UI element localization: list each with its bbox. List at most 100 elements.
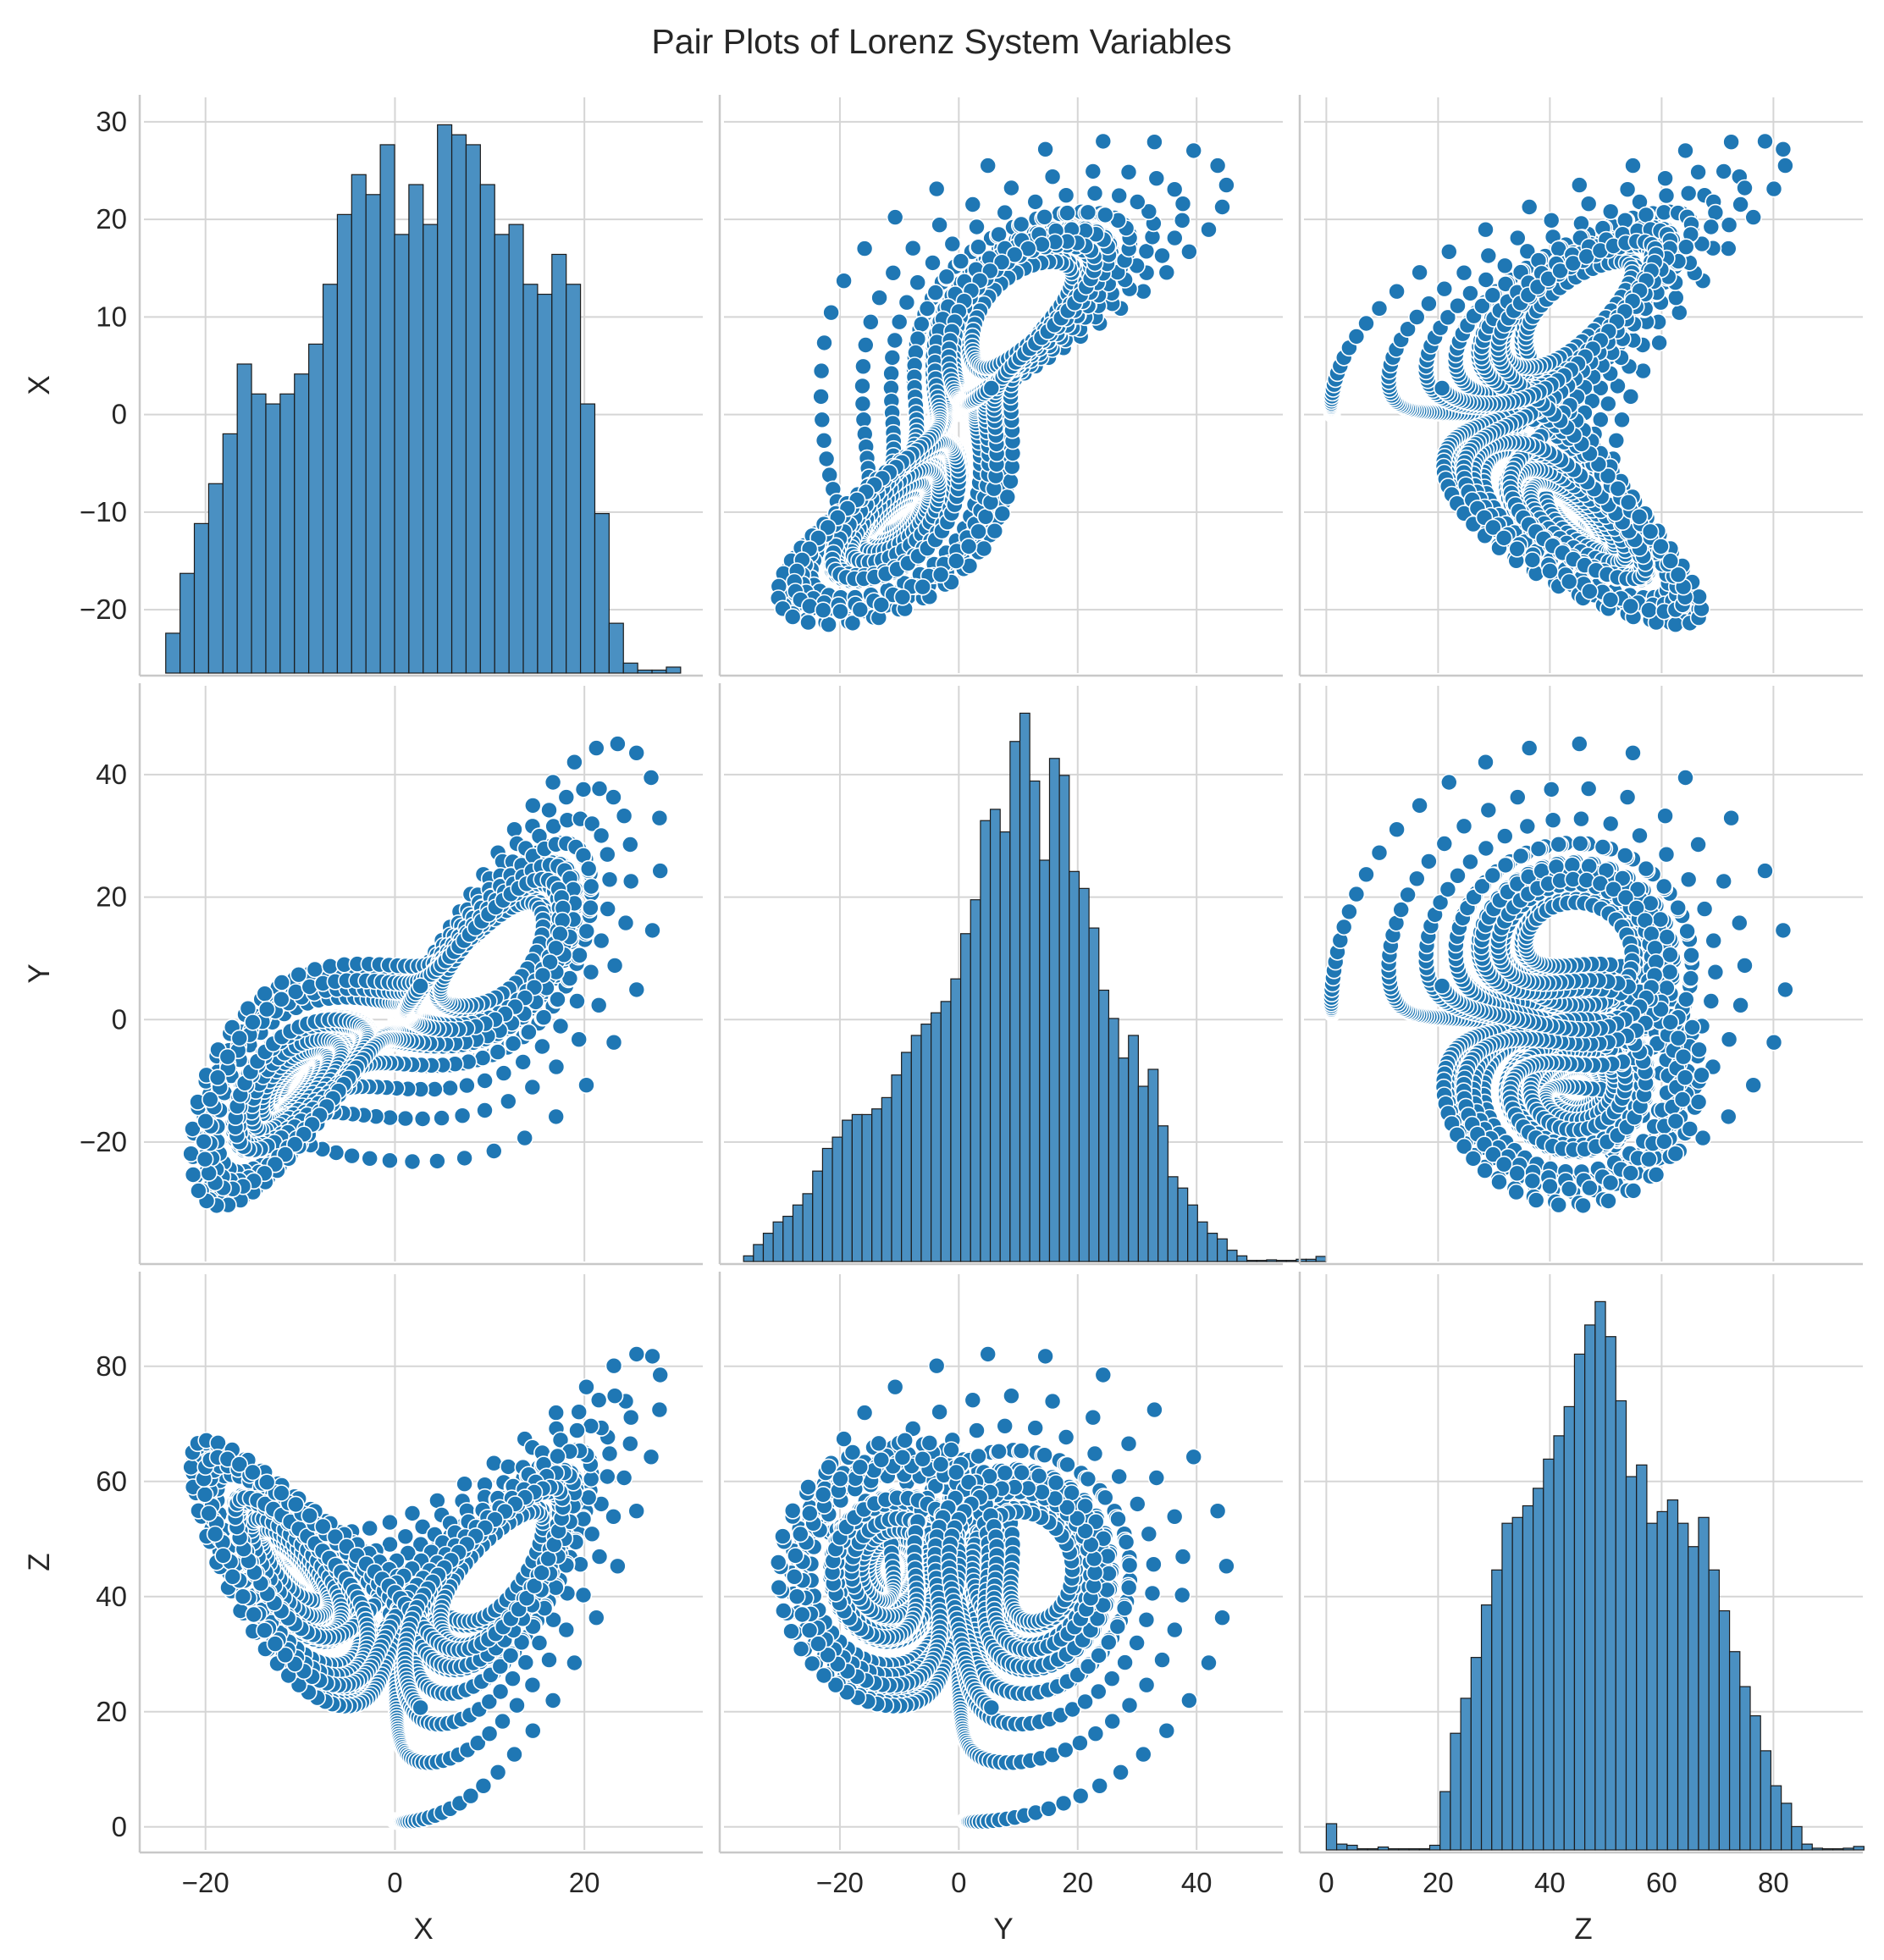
histogram-bar (450, 134, 467, 674)
scatter-point (817, 450, 836, 468)
histogram-bar (566, 284, 582, 674)
scatter-point (914, 577, 931, 596)
histogram-bar (236, 363, 252, 674)
scatter-point (1185, 141, 1202, 160)
histogram-bar (608, 622, 624, 674)
scatter-point (1084, 163, 1102, 180)
scatter-point (1671, 303, 1688, 322)
scatter-point (1461, 284, 1479, 302)
scatter-point (979, 157, 997, 174)
scatter-point (1679, 185, 1698, 202)
scatter-point (1440, 242, 1458, 261)
scatter-point (1477, 220, 1494, 239)
scatter-point (812, 362, 831, 380)
scatter-point (1630, 507, 1649, 526)
histogram-bar (180, 572, 196, 674)
scatter-point (1541, 562, 1559, 580)
histogram-bar (522, 284, 539, 674)
scatter-point (1165, 180, 1184, 198)
histogram-bar (251, 393, 267, 674)
scatter-point (1147, 169, 1166, 187)
scatter-point (1157, 263, 1176, 282)
scatter-point (1388, 282, 1406, 301)
scatter-point (948, 552, 965, 570)
scatter-point (856, 336, 875, 354)
scatter-point (986, 522, 1004, 540)
scatter-point (872, 596, 891, 614)
scatter-point (1357, 314, 1375, 333)
scatter-point (1420, 295, 1438, 313)
scatter-point (1661, 552, 1680, 570)
scatter-point (1520, 198, 1539, 216)
scatter-point (1213, 198, 1231, 216)
scatter-point (1774, 141, 1793, 158)
scatter-point (976, 507, 995, 526)
scatter-point (1057, 186, 1075, 204)
scatter-point (1720, 216, 1738, 235)
histogram-bar (365, 194, 381, 674)
scatter-point (1641, 522, 1660, 541)
scatter-point (1002, 472, 1019, 490)
scatter-point (1094, 132, 1113, 151)
histogram-bar (579, 403, 596, 674)
scatter-point (1640, 601, 1658, 620)
histogram-bar (308, 343, 324, 674)
scatter-point (1722, 133, 1740, 151)
scatter-point (931, 566, 950, 584)
scatter-point (870, 289, 888, 307)
scatter-point (1370, 299, 1389, 317)
histogram-bar (508, 224, 524, 674)
histogram-bar (379, 144, 395, 674)
panel-x-vs-y (718, 95, 1283, 677)
scatter-point (1613, 411, 1631, 429)
scatter-point (1601, 591, 1620, 609)
scatter-point (1601, 202, 1620, 221)
scatter-point (926, 284, 945, 301)
histogram-bar (479, 184, 495, 674)
histogram-bar (279, 393, 296, 674)
scatter-point (1153, 246, 1171, 265)
scatter-point (1097, 206, 1114, 224)
scatter-point (1656, 169, 1674, 187)
scatter-point (1012, 215, 1030, 234)
histogram-bar (351, 174, 367, 674)
scatter-point (1477, 271, 1495, 289)
scatter-point (815, 334, 833, 352)
scatter-point (1720, 240, 1738, 257)
histogram-bar (408, 184, 424, 674)
scatter-point (975, 539, 993, 558)
scatter-point (898, 293, 916, 312)
histogram-bar (423, 224, 439, 674)
scatter-point (1706, 203, 1725, 222)
scatter-point (1449, 296, 1467, 315)
scatter-point (814, 601, 832, 620)
scatter-point (964, 196, 982, 213)
histogram-bar (394, 234, 410, 674)
scatter-point (924, 254, 942, 272)
panel-x-vs-x (138, 95, 703, 677)
scatter-point (1732, 196, 1749, 213)
scatter-point (968, 218, 986, 236)
scatter-point (1411, 263, 1428, 282)
scatter-point (959, 538, 978, 555)
scatter-point (1180, 242, 1198, 261)
histogram-bar (265, 403, 281, 674)
scatter-point (890, 312, 909, 331)
scatter-point (886, 208, 904, 226)
scatter-point (927, 179, 946, 198)
scatter-point (1129, 193, 1146, 211)
scatter-point (1619, 493, 1638, 511)
scatter-point (931, 216, 948, 235)
scatter-point (1086, 185, 1104, 202)
scatter-point (1765, 179, 1783, 198)
scatter-point (1677, 141, 1694, 160)
histogram-bar (294, 373, 310, 674)
scatter-point (1652, 538, 1670, 555)
scatter-point (909, 273, 926, 292)
histogram-bar (336, 213, 352, 674)
histogram-bar (666, 666, 682, 674)
scatter-point (1744, 208, 1762, 226)
scatter-point (1036, 207, 1053, 226)
